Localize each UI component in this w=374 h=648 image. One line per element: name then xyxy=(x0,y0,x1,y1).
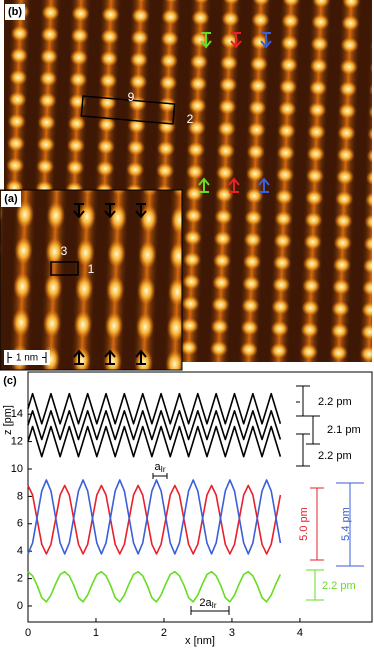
scale-bar-box xyxy=(4,350,50,365)
annotation-subscript: Ir xyxy=(212,601,217,610)
annotation-subscript: Ir xyxy=(161,465,166,474)
annotation-text: 2a xyxy=(199,597,212,609)
box-label: 2 xyxy=(187,112,194,126)
y-tick-label: 4 xyxy=(17,545,23,557)
arrows xyxy=(198,32,272,193)
box-label: 9 xyxy=(128,90,135,104)
scale-bar-label: 1 nm xyxy=(16,353,38,364)
panel-label: (b) xyxy=(8,6,22,18)
scale-bar xyxy=(7,352,47,363)
series-line xyxy=(27,484,282,555)
annotation-text: 2.2 pm xyxy=(318,450,352,462)
y-axis-label: z [pm] xyxy=(2,405,14,435)
series-line xyxy=(27,409,282,441)
box-label: 3 xyxy=(61,244,68,258)
y-tick-label: 0 xyxy=(17,600,23,612)
y-tick-label: 12 xyxy=(11,435,23,447)
brackets xyxy=(152,385,320,615)
brackets xyxy=(306,482,364,601)
x-tick-label: 0 xyxy=(25,627,31,639)
annotation: aIr xyxy=(154,461,165,474)
plot-frame xyxy=(27,371,373,623)
box-label: 1 xyxy=(88,262,95,276)
annotation: 5.0 pm xyxy=(298,507,310,541)
stm-image xyxy=(0,189,183,371)
annotation: 2.2 pm xyxy=(318,450,352,462)
y-tick-label: 10 xyxy=(11,463,23,475)
series-line xyxy=(27,570,282,603)
profile-box xyxy=(80,95,176,125)
annotation: 2aIr xyxy=(199,597,216,610)
panel-label: (c) xyxy=(3,375,17,387)
x-tick-label: 4 xyxy=(297,627,303,639)
series-line xyxy=(27,425,282,458)
annotation-text: 2.2 pm xyxy=(318,396,352,408)
label-box xyxy=(1,191,21,207)
annotation-text: 5.4 pm xyxy=(340,507,352,541)
panel-a: (a) 3 1 1 nm xyxy=(0,189,183,371)
y-tick-label: 14 xyxy=(11,408,23,420)
y-tick-label: 8 xyxy=(17,490,23,502)
annotation-text: a xyxy=(154,461,161,473)
profile-box xyxy=(50,261,79,276)
x-tick-label: 1 xyxy=(93,627,99,639)
annotation: 5.4 pm xyxy=(340,507,352,541)
x-axis-label: x [nm] xyxy=(185,635,215,647)
annotation: 2.2 pm xyxy=(322,580,356,592)
arrows xyxy=(73,203,147,365)
label-box xyxy=(5,4,25,20)
x-tick-label: 3 xyxy=(229,627,235,639)
annotation-text: 5.0 pm xyxy=(298,507,310,541)
annotation-text: 2.2 pm xyxy=(322,580,356,592)
series-line xyxy=(27,479,282,555)
series-line xyxy=(27,392,282,425)
annotation: 2.2 pm xyxy=(318,396,352,408)
y-tick-label: 6 xyxy=(17,518,23,530)
y-tick-label: 2 xyxy=(17,572,23,584)
panel-label: (a) xyxy=(4,193,18,205)
x-tick-label: 2 xyxy=(161,627,167,639)
annotation: 2.1 pm xyxy=(327,424,361,436)
annotation-text: 2.1 pm xyxy=(327,424,361,436)
